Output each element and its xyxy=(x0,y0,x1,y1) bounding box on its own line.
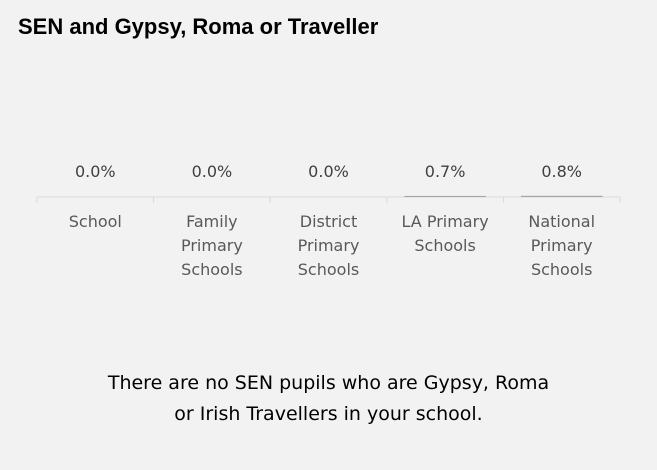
data-label: 0.7% xyxy=(424,162,466,181)
annotation: There are no SEN pupils who are Gypsy, R… xyxy=(107,372,550,425)
chart-title: SEN and Gypsy, Roma or Traveller xyxy=(18,14,379,39)
data-label: 0.8% xyxy=(541,162,583,181)
x-tick-label: School xyxy=(68,212,122,231)
data-label: 0.0% xyxy=(308,162,349,181)
bar xyxy=(404,195,486,197)
data-label: 0.0% xyxy=(74,162,116,181)
data-label: 0.0% xyxy=(191,162,233,181)
bar xyxy=(520,195,603,197)
x-tick-label: Family Primary Schools xyxy=(180,212,243,279)
x-tick-label: LA Primary Schools xyxy=(401,212,489,255)
x-tick-label: District Primary Schools xyxy=(297,212,360,279)
x-tick-label: National Primary Schools xyxy=(528,212,596,279)
